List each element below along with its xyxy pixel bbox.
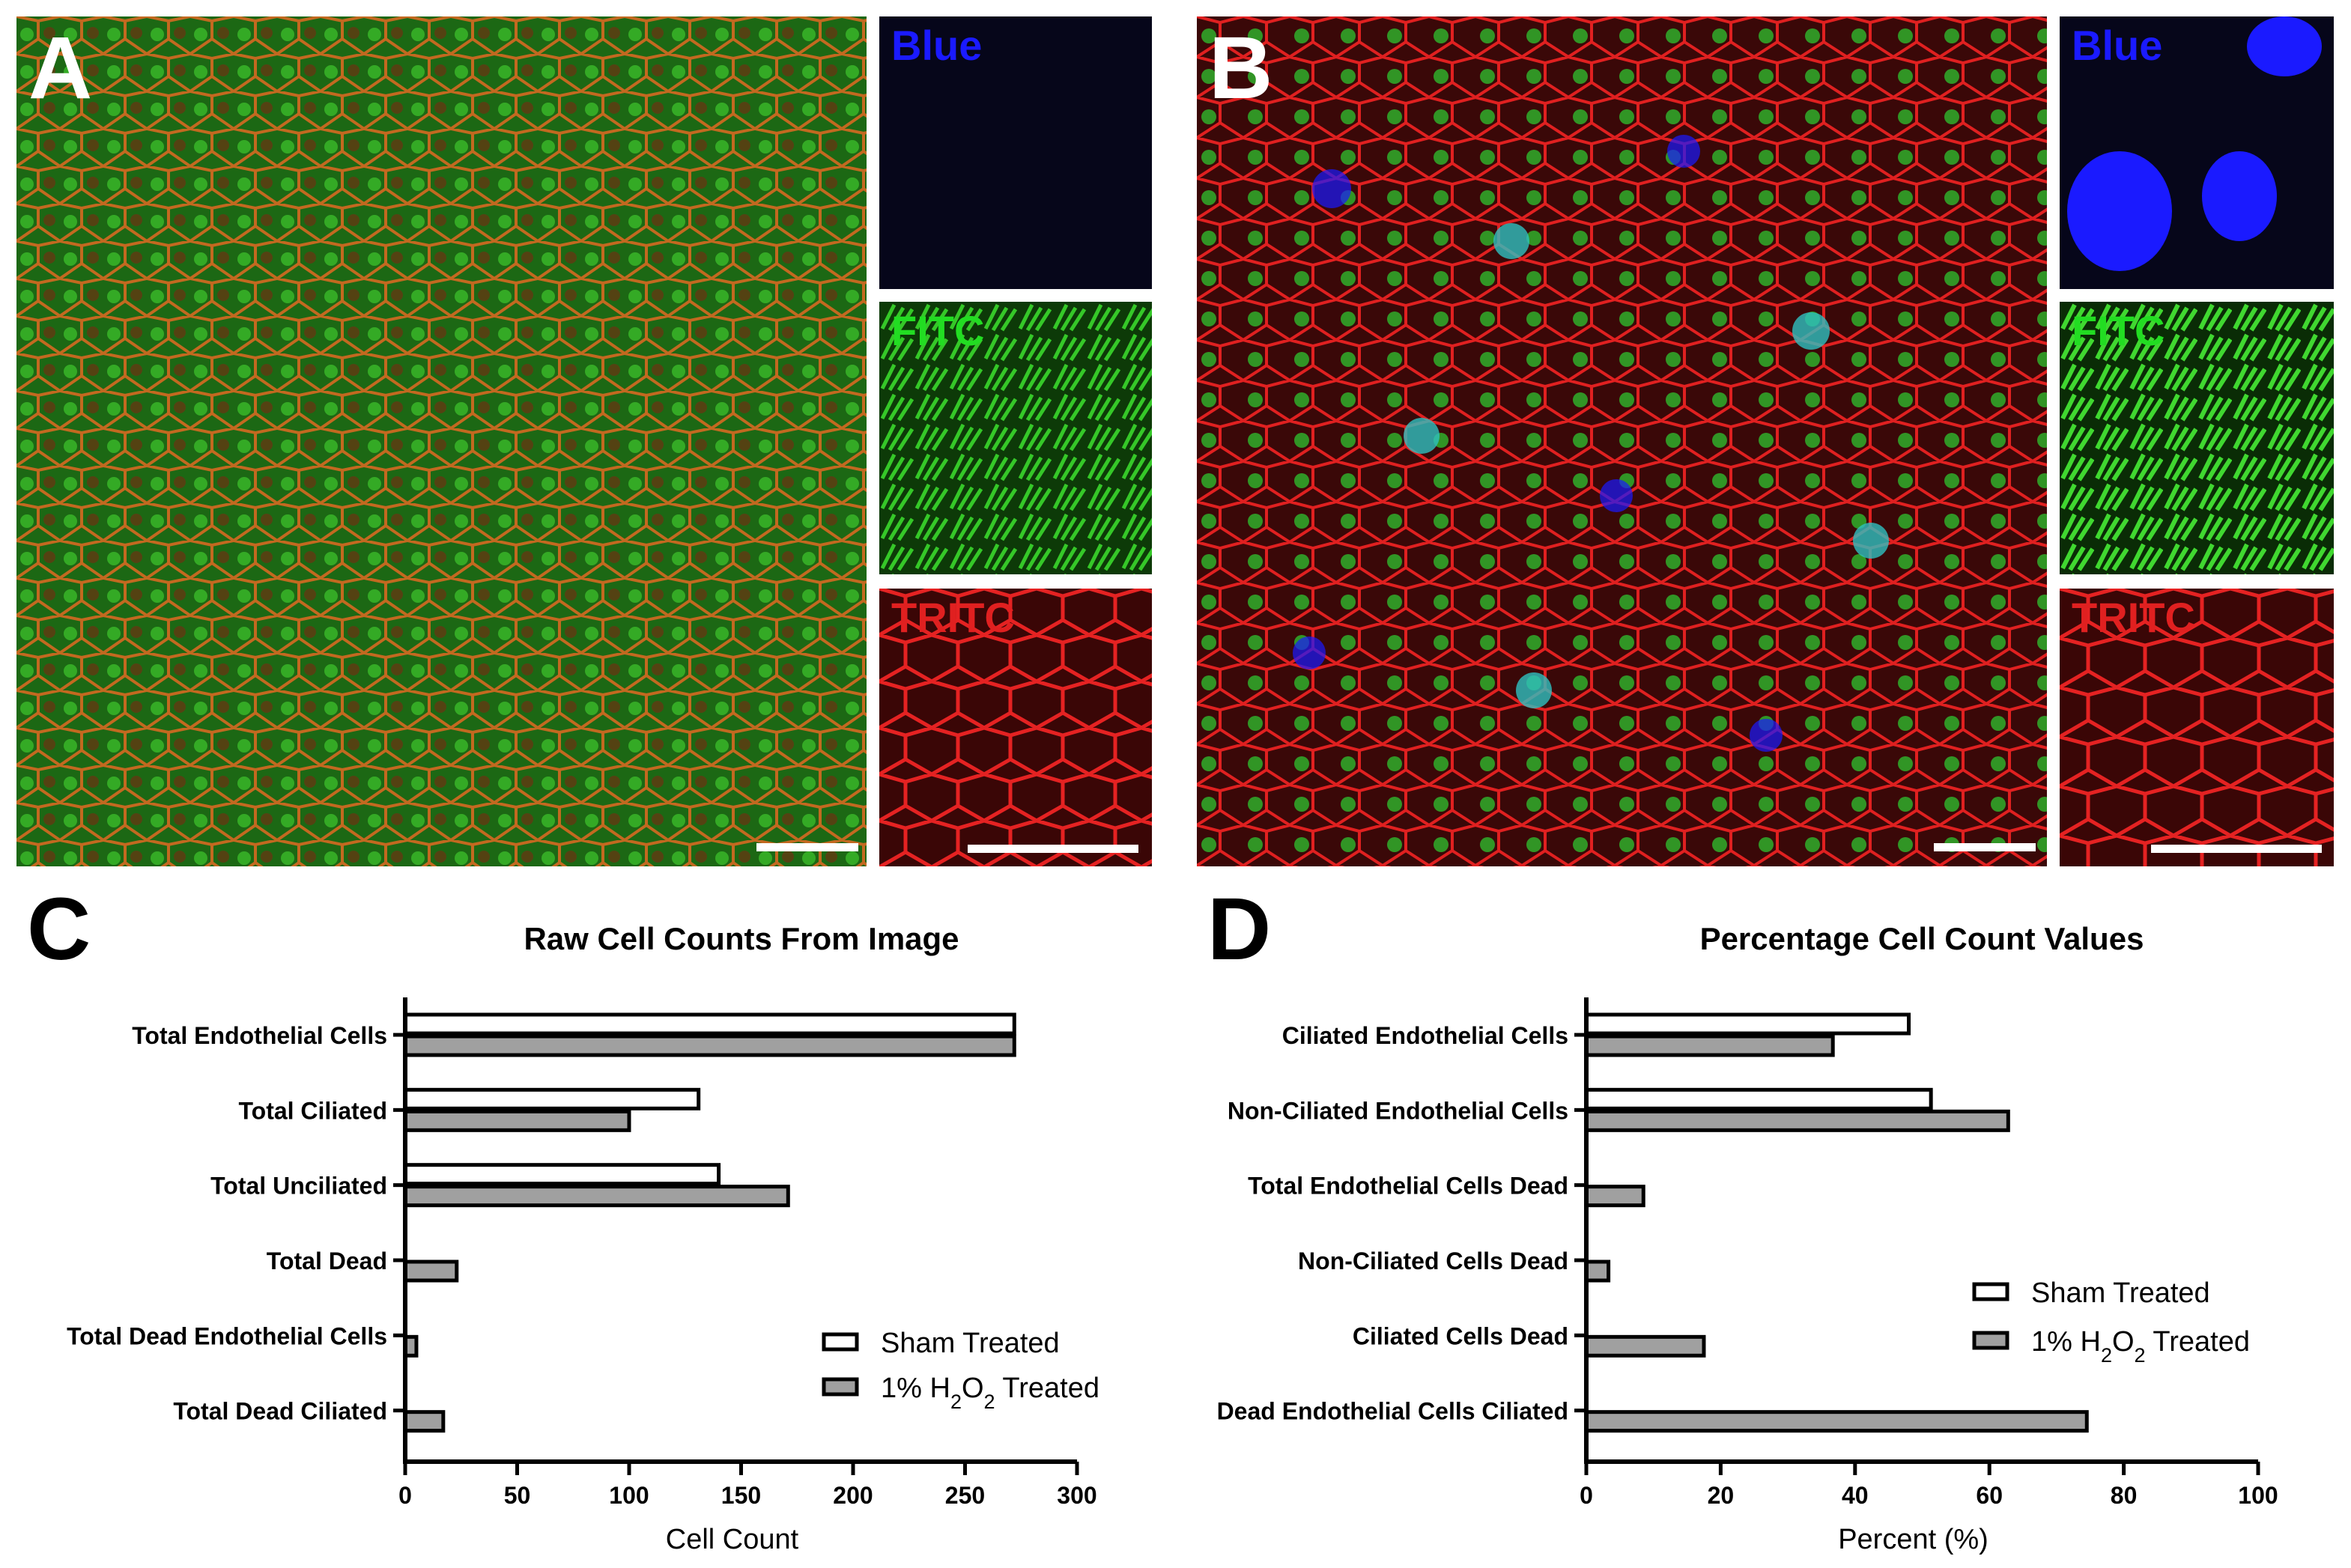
channel-label-blue: Blue (891, 22, 983, 69)
y-tick-label-0-3: Total Dead (267, 1248, 387, 1274)
legend-swatch-0-1 (822, 1377, 859, 1397)
bar-1-1-1 (1584, 1109, 2010, 1132)
panel-a-blue-channel: Blue (879, 16, 1152, 289)
panel-a-micrograph: A (16, 16, 867, 866)
legend-label-1-1: 1% H2O2 Treated (2031, 1326, 2250, 1367)
channel-label-tritc-b: TRITC (2072, 594, 2195, 641)
scale-bar-a-inset (968, 845, 1138, 853)
bar-0-0-2 (403, 1163, 721, 1186)
x-tick-label-0-2: 100 (609, 1482, 649, 1509)
x-tick-label-1-4: 80 (2111, 1482, 2138, 1509)
y-tick-label-1-4: Ciliated Cells Dead (1353, 1322, 1568, 1349)
bar-0-1-5 (403, 1410, 446, 1433)
legend-swatch-1-0 (1972, 1282, 2009, 1301)
x-tick-label-0-5: 250 (945, 1482, 985, 1509)
chart-title-1: Percentage Cell Count Values (1700, 921, 2144, 956)
legend-label-1-0: Sham Treated (2031, 1277, 2210, 1309)
panel-letter-d: D (1207, 880, 1272, 979)
x-tick-label-1-2: 40 (1842, 1482, 1869, 1509)
bar-0-1-1 (403, 1109, 631, 1132)
y-tick-label-0-5: Total Dead Ciliated (173, 1398, 387, 1425)
bar-1-1-4 (1584, 1334, 1706, 1358)
bar-1-0-0 (1584, 1012, 1911, 1036)
bar-0-1-2 (403, 1185, 790, 1208)
y-tick-label-1-5: Dead Endothelial Cells Ciliated (1217, 1398, 1568, 1425)
x-tick-label-1-5: 100 (2238, 1482, 2278, 1509)
y-tick-label-1-2: Total Endothelial Cells Dead (1248, 1173, 1568, 1200)
channel-label-fitc-b: FITC (2072, 307, 2165, 354)
x-tick-label-0-3: 150 (721, 1482, 761, 1509)
y-tick-label-1-3: Non-Ciliated Cells Dead (1298, 1248, 1568, 1274)
panel-b-tritc-channel: TRITC (2060, 589, 2334, 866)
y-tick-label-0-2: Total Unciliated (210, 1173, 387, 1200)
y-tick-label-0-0: Total Endothelial Cells (132, 1022, 387, 1049)
scale-bar-b (1934, 843, 2036, 851)
y-tick-label-0-1: Total Ciliated (238, 1097, 387, 1124)
bar-0-0-0 (403, 1012, 1016, 1036)
chart-title-0: Raw Cell Counts From Image (524, 921, 959, 956)
x-tick-label-0-0: 0 (398, 1482, 412, 1509)
panel-a-tritc-channel: TRITC (879, 589, 1152, 866)
bar-0-1-0 (403, 1034, 1016, 1057)
bar-1-1-5 (1584, 1410, 2089, 1433)
x-tick-label-1-1: 20 (1708, 1482, 1735, 1509)
channel-label-tritc: TRITC (891, 594, 1015, 641)
x-tick-label-0-4: 200 (833, 1482, 873, 1509)
scale-bar-b-inset (2151, 845, 2322, 853)
legend-label-0-0: Sham Treated (881, 1328, 1060, 1359)
bar-0-0-1 (403, 1087, 701, 1110)
y-tick-label-1-0: Ciliated Endothelial Cells (1282, 1022, 1568, 1049)
x-tick-label-0-6: 300 (1057, 1482, 1096, 1509)
panel-b-micrograph: B (1197, 16, 2047, 866)
bar-0-1-3 (403, 1259, 459, 1283)
panel-letter-a: A (28, 19, 93, 118)
x-tick-label-0-1: 50 (504, 1482, 531, 1509)
panel-a-fitc-channel: FITC (879, 302, 1152, 574)
legend-label-0-1: 1% H2O2 Treated (881, 1373, 1099, 1413)
x-tick-label-1-3: 60 (1976, 1482, 2003, 1509)
y-tick-label-1-1: Non-Ciliated Endothelial Cells (1228, 1097, 1568, 1124)
bar-1-0-1 (1584, 1087, 1933, 1110)
panel-letter-c: C (27, 880, 91, 979)
legend-swatch-1-1 (1972, 1331, 2009, 1350)
scale-bar-a (756, 843, 858, 851)
panel-letter-b: B (1209, 19, 1273, 118)
y-tick-label-0-4: Total Dead Endothelial Cells (67, 1322, 387, 1349)
channel-label-fitc: FITC (891, 307, 985, 354)
panel-b-blue-channel: Blue (2060, 16, 2334, 289)
x-axis-label-0: Cell Count (666, 1524, 799, 1555)
channel-label-blue-b: Blue (2072, 22, 2163, 69)
legend-swatch-0-0 (822, 1332, 859, 1352)
panel-b-fitc-channel: FITC (2060, 302, 2334, 574)
bar-1-1-0 (1584, 1034, 1835, 1057)
x-tick-label-1-0: 0 (1580, 1482, 1593, 1509)
bar-1-1-3 (1584, 1259, 1611, 1283)
x-axis-label-1: Percent (%) (1838, 1524, 1989, 1555)
bar-1-1-2 (1584, 1185, 1645, 1208)
